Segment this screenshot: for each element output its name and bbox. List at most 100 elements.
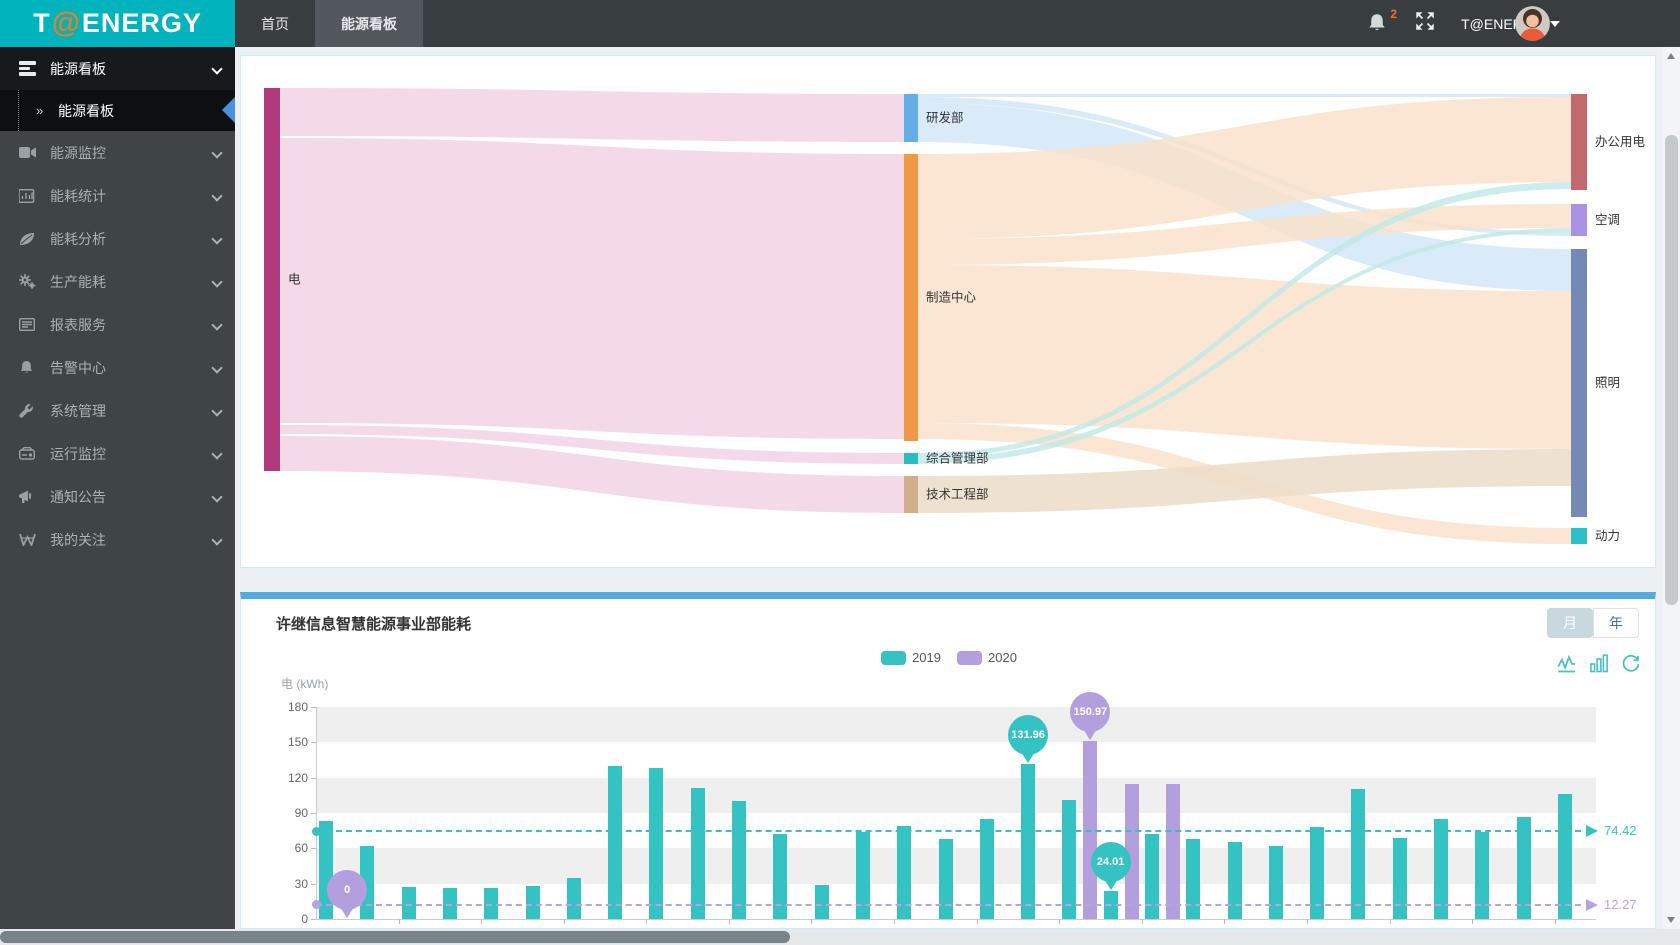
sankey-node-电[interactable] [264,88,280,471]
avatar[interactable] [1515,6,1550,41]
bar-2019[interactable] [566,877,581,919]
sankey-node-办公用电[interactable] [1571,94,1587,190]
refresh-icon[interactable] [1621,654,1641,674]
bar-2019[interactable] [690,788,705,919]
sankey-node-label: 空调 [1595,213,1620,227]
bar-2019[interactable] [732,801,747,919]
sankey-link-电-研发部 [280,88,904,142]
header-tabs: 首页 能源看板 [235,0,423,47]
bar-2019[interactable] [1144,834,1159,919]
bar-2019[interactable] [1021,763,1036,919]
gears-icon [19,274,37,290]
marker-tail [1103,878,1118,890]
bar-2019[interactable] [649,768,664,919]
y-axis-name: 电 (kWh) [281,677,329,691]
bar-2019[interactable] [608,765,623,919]
sidebar-item-6[interactable]: 告警中心 [0,346,235,389]
sidebar-item-0[interactable]: 能源看板 [0,47,235,90]
chart-toolbox [1557,654,1641,674]
sidebar-subitem-energy-board[interactable]: » 能源看板 [0,90,235,131]
bar-2019[interactable] [1475,831,1490,919]
sankey-node-照明[interactable] [1571,249,1587,517]
vertical-scroll-thumb[interactable] [1665,135,1678,605]
bar-2019[interactable] [897,825,912,919]
average-line-2019 [316,830,1581,833]
bar-2020[interactable] [1165,783,1180,919]
vertical-scrollbar[interactable] [1663,47,1680,929]
bar-chart-icon[interactable] [1589,654,1609,674]
bar-2019[interactable] [1062,800,1077,919]
sankey-node-动力[interactable] [1571,528,1587,544]
sidebar-item-2[interactable]: 能耗统计 [0,174,235,217]
legend-swatch [957,650,982,665]
scroll-up-arrow[interactable] [1667,53,1675,59]
fullscreen-icon[interactable] [1415,11,1435,36]
sankey-link-综合管理部-空调 [918,228,1571,464]
double-arrow-icon: » [36,103,44,118]
chevron-down-icon [211,190,223,202]
active-item-pointer [222,97,235,123]
sidebar-item-8[interactable]: 运行监控 [0,432,235,475]
bar-2019[interactable] [1227,842,1242,919]
marker-tail [1021,751,1036,763]
period-button-年[interactable]: 年 [1593,608,1639,638]
bar-2019[interactable] [1186,838,1201,919]
legend-item-2020[interactable]: 2020 [957,650,1017,665]
horizontal-scroll-thumb[interactable] [0,931,790,943]
tab-home[interactable]: 首页 [261,15,289,32]
notification-bell-icon[interactable]: 2 [1367,7,1397,35]
y-tick-mark [311,707,316,708]
bar-2019[interactable] [1557,794,1572,919]
sidebar-item-3[interactable]: 能耗分析 [0,217,235,260]
y-tick-label: 0 [301,912,308,926]
sankey-link-研发部-办公用电 [918,94,1571,97]
horizontal-scrollbar[interactable] [0,929,1680,945]
sankey-node-label: 动力 [1595,529,1620,543]
sankey-link-电-制造中心 [280,138,904,439]
sidebar-item-10[interactable]: 我的关注 [0,518,235,561]
sidebar-item-7[interactable]: 系统管理 [0,389,235,432]
sankey-node-技术工程部[interactable] [904,476,918,513]
alarm-bell-icon [19,360,37,376]
period-button-月[interactable]: 月 [1547,608,1593,638]
bar-2019[interactable] [525,886,540,919]
bar-2019[interactable] [1268,845,1283,919]
sidebar-item-5[interactable]: 报表服务 [0,303,235,346]
wrench-icon [19,403,37,419]
bar-2019[interactable] [1433,818,1448,919]
bar-2019[interactable] [360,845,375,919]
legend-item-2019[interactable]: 2019 [881,650,941,665]
sankey-node-研发部[interactable] [904,94,918,142]
bar-2020[interactable] [1083,741,1098,919]
sidebar-item-4[interactable]: 生产能耗 [0,260,235,303]
bar-2020[interactable] [1124,783,1139,919]
bar-2019[interactable] [938,838,953,919]
chevron-down-icon [211,534,223,546]
bar-2019[interactable] [979,818,994,919]
x-tick-mark [894,919,896,924]
chevron-down-icon [211,233,223,245]
tab-energy-board[interactable]: 能源看板 [315,0,423,47]
sankey-node-综合管理部[interactable] [904,453,918,464]
sankey-node-制造中心[interactable] [904,154,918,441]
sidebar-item-9[interactable]: 通知公告 [0,475,235,518]
bar-2019[interactable] [1392,837,1407,919]
sankey-node-空调[interactable] [1571,204,1587,236]
chevron-down-icon [211,319,223,331]
bar-2019[interactable] [1516,816,1531,919]
marker-tail [1083,729,1098,741]
kanban-icon [19,61,37,77]
grid-band [316,707,1596,743]
line-chart-icon[interactable] [1557,654,1577,674]
bar-2019[interactable] [814,884,829,919]
bar-2019[interactable] [773,834,788,919]
scroll-down-arrow[interactable] [1667,917,1675,923]
bar-2019[interactable] [401,887,416,919]
logo-at-icon: @ [51,7,81,39]
sidebar-item-1[interactable]: 能源监控 [0,131,235,174]
sankey-link-制造中心-空调 [918,204,1571,265]
bar-2019[interactable] [855,831,870,919]
bar-2019[interactable] [1310,827,1325,919]
bar-2019[interactable] [1351,789,1366,919]
